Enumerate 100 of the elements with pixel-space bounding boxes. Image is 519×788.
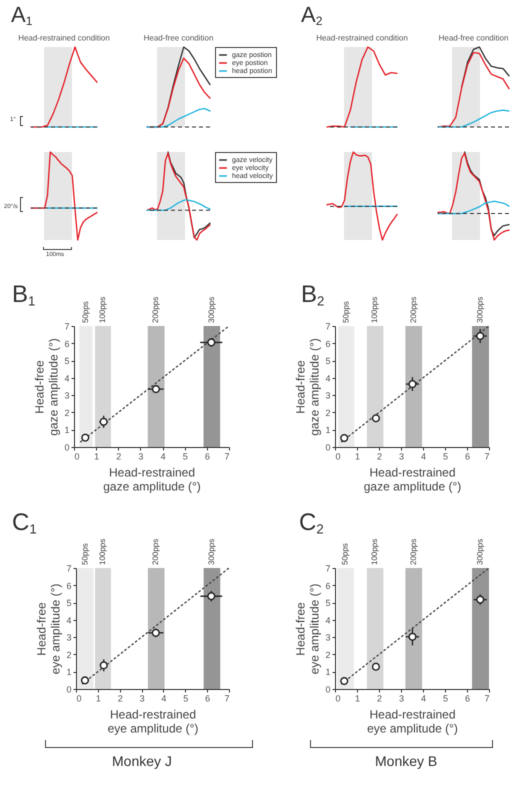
x-tick-label: 3 [138, 452, 144, 462]
x-tick-label: 0 [336, 452, 341, 462]
x-tick-label: 0 [76, 694, 82, 704]
y-tick-label: 3 [64, 390, 70, 401]
y-tick-label: 7 [325, 322, 330, 332]
text: B$_{2}$ [301, 281, 324, 309]
y-tick-label: 4 [66, 615, 72, 626]
y-axis-title: Head-free eye amplitude (°) [293, 584, 322, 674]
band-label: 200pps [151, 296, 160, 323]
x-tick-label: 7 [484, 694, 490, 704]
band-label: 100pps [370, 296, 380, 323]
x-axis-title: Head-restrained gaze amplitude (°) [103, 466, 201, 494]
x-tick-label: 4 [420, 452, 426, 462]
y-tick-label: 7 [66, 564, 72, 574]
x-tick-label: 0 [74, 452, 80, 462]
band-label: 100pps [98, 538, 107, 565]
x-axis-title: Head-restrained eye amplitude (°) [108, 708, 198, 736]
y-tick-label: 5 [325, 598, 330, 608]
band-label: 200pps [151, 538, 160, 565]
x-tick-label: 1 [94, 452, 100, 462]
band-label: 100pps [370, 538, 380, 565]
x-tick-label: 5 [442, 694, 448, 704]
y-tick-label: 1 [64, 425, 70, 436]
y-tick-label: 2 [325, 408, 330, 418]
y-tick-label: 3 [325, 632, 330, 643]
x-tick-label: 3 [398, 694, 404, 704]
text: Monkey J [112, 753, 172, 770]
x-tick-label: 3 [398, 452, 404, 462]
x-tick-label: 1 [354, 452, 360, 462]
y-tick-label: 5 [64, 356, 70, 366]
band-label: 100pps [98, 296, 108, 323]
band-label: 50pps [340, 543, 350, 565]
x-tick-label: 2 [118, 694, 123, 704]
y-tick-label: 7 [64, 322, 70, 332]
band-label: 50pps [80, 543, 90, 565]
text: C$_{1}$ [12, 509, 37, 537]
band-label: 300pps [206, 538, 216, 565]
y-tick-label: 2 [325, 650, 330, 660]
band-label: 50pps [341, 301, 350, 323]
chart-title: Head-restrained condition [18, 33, 110, 42]
band-label: 300pps [476, 538, 485, 565]
x-tick-label: 7 [224, 452, 230, 462]
y-tick-label: 3 [66, 632, 72, 643]
x-tick-label: 4 [161, 694, 166, 704]
x-tick-label: 5 [442, 452, 448, 462]
x-tick-label: 6 [464, 694, 470, 704]
y-tick-label: 3 [325, 390, 330, 401]
x-tick-label: 6 [205, 694, 210, 704]
y-tick-label: 1 [325, 425, 330, 436]
x-tick-label: 2 [116, 452, 122, 462]
y-tick-label: 1 [325, 667, 330, 678]
x-tick-label: 4 [420, 694, 426, 704]
x-tick-label: 6 [464, 452, 470, 462]
x-tick-label: 1 [96, 694, 101, 704]
band-label: 300pps [206, 296, 216, 323]
text: Monkey B [375, 753, 438, 770]
y-tick-label: 1 [66, 667, 72, 678]
x-axis-title: Head-restrained gaze amplitude (°) [364, 466, 462, 494]
x-axis-title: Head-restrained eye amplitude (°) [367, 708, 458, 736]
y-tick-label: 0 [64, 442, 70, 452]
x-tick-label: 0 [336, 694, 341, 704]
x-tick-label: 7 [484, 452, 490, 462]
x-tick-label: 7 [224, 694, 230, 704]
y-tick-label: 6 [66, 580, 72, 591]
y-tick-label: 4 [325, 615, 330, 626]
x-tick-label: 2 [376, 694, 382, 704]
text: B$_{1}$ [12, 281, 36, 309]
x-tick-label: 6 [204, 452, 210, 462]
y-tick-label: 4 [64, 373, 70, 384]
band-label: 300pps [476, 296, 485, 323]
x-tick-label: 5 [183, 694, 188, 704]
text: C$_{2}$ [299, 509, 324, 537]
chart-title: Head-free condition [438, 33, 508, 42]
x-tick-label: 3 [140, 694, 145, 704]
x-tick-label: 5 [182, 452, 188, 462]
band-label: 200pps [408, 296, 418, 323]
y-tick-label: 0 [66, 684, 72, 694]
y-tick-label: 2 [64, 408, 70, 418]
x-tick-label: 2 [376, 452, 382, 462]
y-tick-label: 0 [325, 442, 330, 452]
chart-title: Head-free condition [144, 33, 214, 42]
y-tick-label: 4 [325, 373, 330, 384]
y-axis-title: Head-free gaze amplitude (°) [32, 338, 60, 436]
y-tick-label: 5 [325, 356, 330, 366]
y-axis-title: Head-free eye amplitude (°) [34, 584, 62, 674]
text: A$_{2}$ [301, 2, 322, 28]
text: A$_{1}$ [11, 2, 32, 28]
x-tick-label: 1 [354, 694, 360, 704]
y-tick-label: 5 [66, 598, 72, 608]
y-tick-label: 0 [325, 684, 330, 694]
y-tick-label: 2 [66, 650, 72, 660]
y-tick-label: 7 [325, 564, 330, 574]
chart-title: Head-restrained condition [316, 33, 408, 42]
y-axis-title: Head-free gaze amplitude (°) [293, 338, 322, 436]
x-tick-label: 4 [160, 452, 166, 462]
band-label: 50pps [80, 301, 90, 323]
y-tick-label: 6 [325, 580, 330, 591]
band-label: 200pps [408, 538, 418, 565]
y-tick-label: 6 [64, 338, 70, 349]
y-tick-label: 6 [325, 338, 330, 349]
